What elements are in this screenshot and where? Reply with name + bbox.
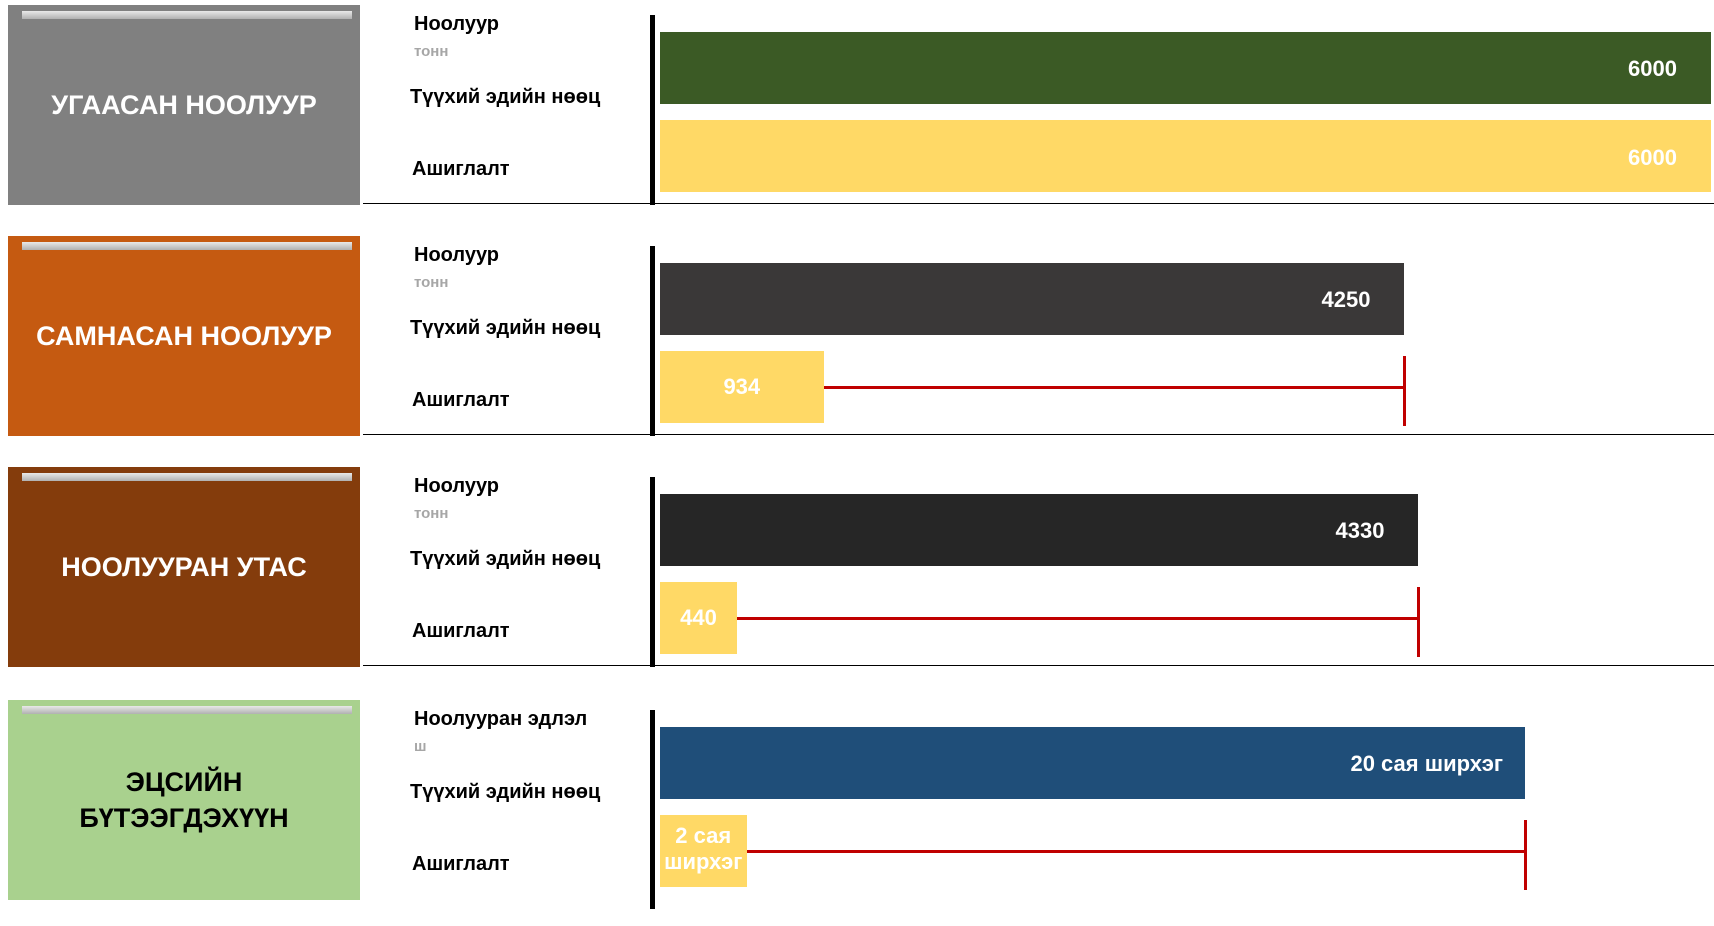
section-title-tile: НООЛУУРАН УТАС xyxy=(8,467,360,667)
unit-label: тонн xyxy=(414,274,449,291)
tile-sheen xyxy=(22,242,352,250)
gap-marker-tick xyxy=(1524,820,1528,890)
category-label-reserve: Түүхий эдийн нөөц xyxy=(410,317,601,339)
category-label-reserve: Түүхий эдийн нөөц xyxy=(410,781,601,803)
usage-value-label: 6000 xyxy=(1628,145,1677,170)
reserve-value-label: 4330 xyxy=(1335,518,1385,543)
reserve-bar xyxy=(660,727,1526,799)
value-axis xyxy=(650,477,655,667)
section-divider xyxy=(363,203,1714,204)
category-label-usage: Ашиглалт xyxy=(412,620,510,642)
usage-bar xyxy=(660,815,747,887)
category-label-usage: Ашиглалт xyxy=(412,389,510,411)
category-label-reserve: Түүхий эдийн нөөц xyxy=(410,86,601,108)
section-title: УГААСАН НООЛУУР xyxy=(51,90,317,120)
usage-value-label: 934 xyxy=(723,374,761,399)
unit-label: тонн xyxy=(414,505,449,522)
category-label-reserve: Түүхий эдийн нөөц xyxy=(410,548,601,570)
chart-section: САМНАСАН НООЛУУР Ноолуур тонн Түүхий эдийн … xyxy=(0,231,1714,462)
section-divider xyxy=(363,434,1714,435)
reserve-bar xyxy=(660,494,1419,566)
reserve-value-label: 4250 xyxy=(1321,287,1371,312)
product-label: Ноолуур xyxy=(414,475,500,497)
product-label: Ноолууран эдлэл xyxy=(414,708,588,730)
tile-sheen xyxy=(22,473,352,481)
reserve-value-label: 6000 xyxy=(1628,56,1677,81)
usage-bar xyxy=(660,120,1711,192)
chart-section: НООЛУУРАН УТАС Ноолуур тонн Түүхий эдийн нө… xyxy=(0,462,1714,693)
usage-bar xyxy=(660,582,738,654)
section-divider xyxy=(363,665,1714,666)
section-title: НООЛУУРАН УТАС xyxy=(61,552,307,582)
usage-value-label: 2 сая ширхэг xyxy=(664,823,743,874)
reserve-value-label: 20 сая ширхэг xyxy=(1350,751,1504,776)
unit-label: тонн xyxy=(414,43,449,60)
product-label: Ноолуур xyxy=(414,13,500,35)
product-label: Ноолуур xyxy=(414,244,500,266)
unit-label: ш xyxy=(414,738,427,755)
reserve-bar xyxy=(660,32,1711,104)
chart-section: ЭЦСИЙН БҮТЭЭГДЭХҮҮН Ноолууран эдлэл ш Түүхи… xyxy=(0,695,1714,926)
tile-sheen xyxy=(22,706,352,714)
usage-value-label: 440 xyxy=(680,605,717,630)
section-title-tile: САМНАСАН НООЛУУР xyxy=(8,236,360,436)
value-axis xyxy=(650,246,655,436)
category-label-usage: Ашиглалт xyxy=(412,853,510,875)
chart-section: УГААСАН НООЛУУР Ноолуур тонн Түүхий эдийн н… xyxy=(0,0,1714,231)
value-axis xyxy=(650,710,655,909)
tile-sheen xyxy=(22,11,352,19)
section-title-tile: ЭЦСИЙН БҮТЭЭГДЭХҮҮН xyxy=(8,700,360,900)
usage-bar xyxy=(660,351,824,423)
value-axis xyxy=(650,15,655,205)
gap-marker-line xyxy=(823,386,1405,389)
reserve-bar xyxy=(660,263,1405,335)
category-label-usage: Ашиглалт xyxy=(412,158,510,180)
section-title-tile: УГААСАН НООЛУУР xyxy=(8,5,360,205)
gap-marker-tick xyxy=(1417,587,1421,657)
section-title: САМНАСАН НООЛУУР xyxy=(36,321,332,351)
gap-marker-line xyxy=(737,617,1419,620)
gap-marker-line xyxy=(746,850,1526,853)
section-title: ЭЦСИЙН БҮТЭЭГДЭХҮҮН xyxy=(79,767,289,833)
gap-marker-tick xyxy=(1403,356,1407,426)
